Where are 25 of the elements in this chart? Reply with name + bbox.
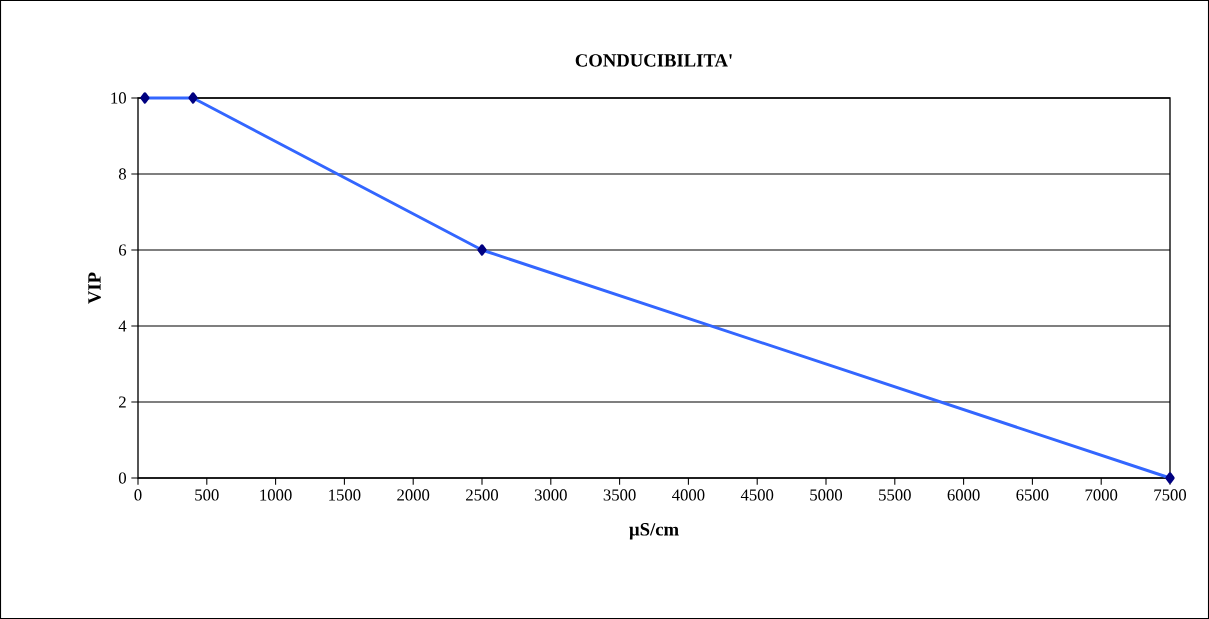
x-tick-label: 7000 [1085,489,1118,501]
x-axis-title: µS/cm [629,523,679,540]
x-tick-label: 5500 [879,489,911,501]
x-tick-label: 1000 [260,489,292,501]
x-tick-label: 6500 [1016,489,1049,501]
x-tick-label: 2000 [397,489,430,501]
x-tick-label: 6000 [947,489,980,501]
x-tick-label: 3000 [534,489,567,501]
x-tick-label: 4500 [740,489,774,501]
x-tick-label: 0 [134,489,142,501]
x-tick-label: 1500 [329,489,361,501]
x-tick-label: 4000 [672,489,705,501]
x-tick-label: 3500 [603,489,636,501]
y-tick-label: 0 [118,472,127,484]
y-tick-label: 10 [111,92,127,104]
y-axis-title: VIP [88,272,101,304]
y-tick-label: 6 [119,244,127,256]
chart-title: CONDUCIBILITA' [575,54,732,67]
x-tick-label: 2500 [466,489,499,501]
y-tick-label: 4 [118,320,127,332]
y-tick-label: 8 [118,168,127,180]
x-tick-label: 7500 [1154,489,1187,501]
x-tick-label: 500 [195,489,219,501]
x-tick-label: 5000 [810,489,843,501]
y-tick-label: 2 [119,396,126,408]
